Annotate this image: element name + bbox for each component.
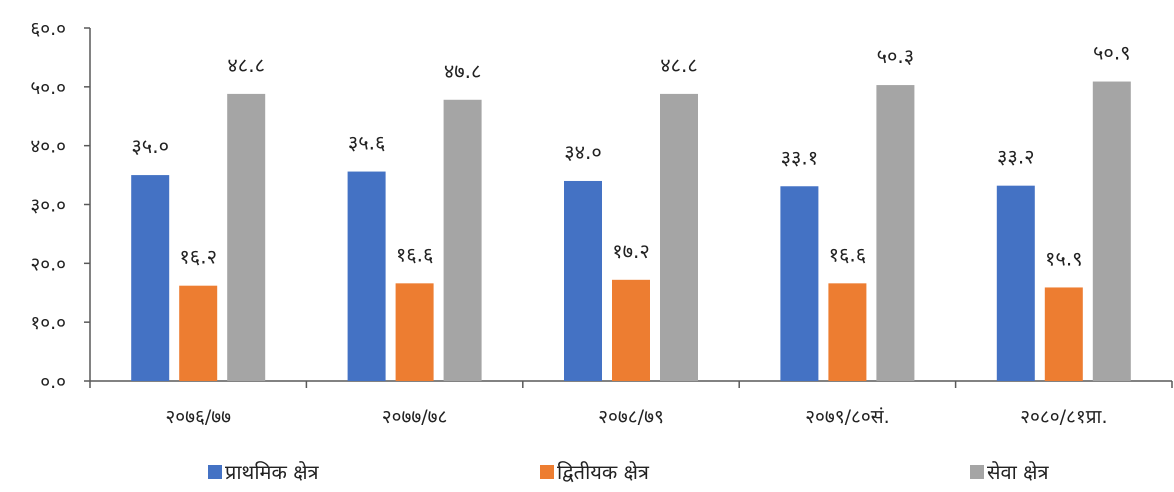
legend-label: सेवा क्षेत्र xyxy=(987,460,1050,484)
y-tick-label: १०.० xyxy=(30,312,66,334)
bar xyxy=(395,283,434,381)
data-label: ५०.३ xyxy=(877,44,915,68)
x-category-label: २०७७/७८ xyxy=(382,406,448,428)
data-labels: ३५.० ३५.६ ३४.० ३३.१ ३३.२ १६.२ १६.६ १७.२ १६.६ १५.९… xyxy=(131,41,1130,271)
data-label: ३५.० xyxy=(131,134,169,158)
bar xyxy=(564,180,602,381)
y-tick-label: ६०.० xyxy=(30,18,66,40)
bar xyxy=(780,186,819,381)
legend: प्राथमिक क्षेत्र द्वितीयक क्षेत्र सेवा क्ष… xyxy=(208,460,1050,484)
y-tick-label: २०.० xyxy=(30,253,66,275)
data-label: १७.२ xyxy=(612,239,650,263)
data-label: ३३.२ xyxy=(997,145,1035,169)
data-label: १६.२ xyxy=(179,245,217,269)
data-label: १६.६ xyxy=(396,242,434,266)
data-label: १५.९ xyxy=(1045,246,1083,270)
bar xyxy=(443,99,482,381)
x-category-label: २०७९/८०सं. xyxy=(805,406,890,428)
data-label: ३५.६ xyxy=(348,131,386,155)
bar xyxy=(660,93,698,381)
x-category-label: २०७८/७९ xyxy=(598,406,664,428)
data-label: १६.६ xyxy=(829,242,867,266)
bar xyxy=(227,93,266,381)
bar xyxy=(1044,287,1083,381)
y-tick-label: ४०.० xyxy=(30,136,66,158)
bar xyxy=(347,171,386,381)
bar xyxy=(1092,81,1131,381)
x-category-label: २०८०/८१प्रा. xyxy=(1020,406,1107,428)
legend-swatch xyxy=(970,465,984,479)
x-category-label: २०७६/७७ xyxy=(165,406,231,428)
y-tick-label: ३०.० xyxy=(30,195,66,217)
data-label: ३४.० xyxy=(564,140,602,164)
legend-label: प्राथमिक क्षेत्र xyxy=(225,460,320,484)
legend-swatch xyxy=(540,465,554,479)
data-label: ४७.८ xyxy=(444,59,482,83)
bars xyxy=(131,81,1131,382)
bar xyxy=(996,185,1035,381)
data-label: ४८.८ xyxy=(660,53,698,77)
x-axis: २०७६/७७ २०७७/७८ २०७८/७९ २०७९/८०सं. २०८०/८१प्… xyxy=(89,380,1173,428)
bar xyxy=(179,285,218,381)
data-label: ३३.१ xyxy=(781,145,819,169)
data-label: ५०.९ xyxy=(1093,41,1131,65)
data-label: ४८.८ xyxy=(227,53,265,77)
bar xyxy=(876,85,915,382)
y-tick-label: ०.० xyxy=(40,371,66,393)
bar xyxy=(612,279,650,381)
legend-swatch xyxy=(208,465,222,479)
y-axis: ०.० १०.० २०.० ३०.० ४०.० ५०.० ६०.० xyxy=(30,18,91,393)
y-tick-label: ५०.० xyxy=(30,77,66,99)
bar xyxy=(828,283,867,381)
bar xyxy=(131,175,170,381)
legend-label: द्वितीयक क्षेत्र xyxy=(557,460,650,484)
